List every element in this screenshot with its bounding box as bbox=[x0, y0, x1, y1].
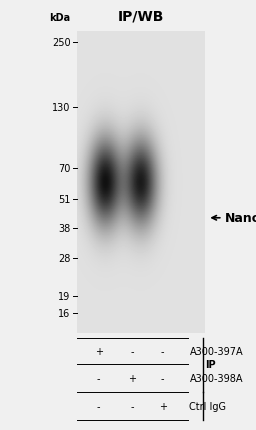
Text: 38: 38 bbox=[58, 223, 70, 233]
Text: -: - bbox=[161, 373, 164, 384]
Text: 250: 250 bbox=[52, 38, 70, 48]
Text: -: - bbox=[97, 373, 100, 384]
Text: A300-398A: A300-398A bbox=[189, 373, 243, 384]
Text: kDa: kDa bbox=[49, 13, 70, 23]
Text: -: - bbox=[130, 401, 134, 411]
Text: 28: 28 bbox=[58, 253, 70, 263]
Text: -: - bbox=[130, 346, 134, 356]
Text: +: + bbox=[128, 373, 136, 384]
Text: 51: 51 bbox=[58, 194, 70, 204]
Text: 19: 19 bbox=[58, 291, 70, 301]
Text: 16: 16 bbox=[58, 308, 70, 318]
Text: 130: 130 bbox=[52, 102, 70, 113]
Text: A300-397A: A300-397A bbox=[189, 346, 243, 356]
Text: IP: IP bbox=[205, 359, 216, 370]
Text: Ctrl IgG: Ctrl IgG bbox=[189, 401, 227, 411]
Text: Nanog: Nanog bbox=[225, 212, 256, 225]
Text: -: - bbox=[97, 401, 100, 411]
Text: 70: 70 bbox=[58, 163, 70, 173]
Text: -: - bbox=[161, 346, 164, 356]
Text: IP/WB: IP/WB bbox=[118, 9, 164, 23]
Text: +: + bbox=[158, 401, 167, 411]
Text: +: + bbox=[94, 346, 103, 356]
